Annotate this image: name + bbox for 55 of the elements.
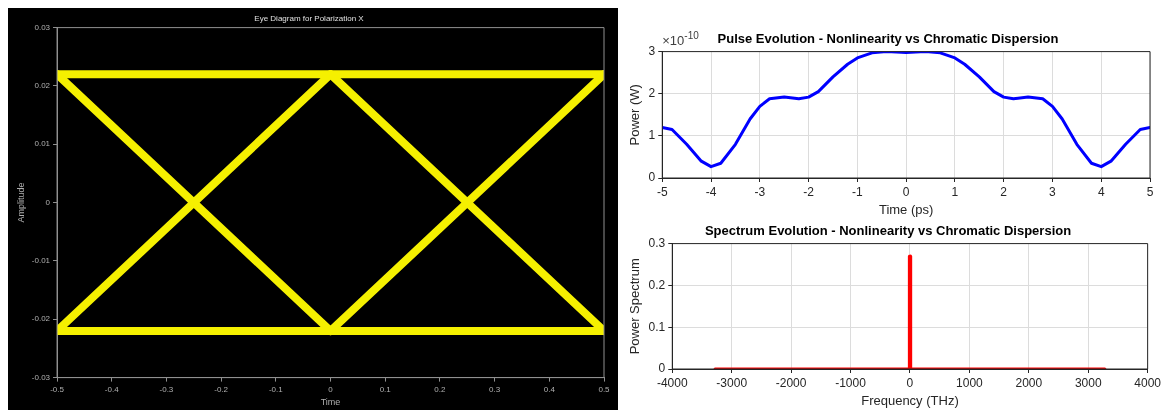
y-tick-label: 0.03: [34, 22, 51, 32]
y-tick-label: 3: [648, 43, 656, 58]
x-tick-label: 2: [1000, 184, 1008, 199]
x-tick-label: -4000: [656, 375, 688, 390]
x-tick-label: -0.5: [50, 384, 65, 394]
x-tick-label: 0: [328, 384, 334, 394]
x-tick-label: 0: [902, 184, 910, 199]
x-tick-label: -0.4: [104, 384, 120, 394]
chart-title: Pulse Evolution - Nonlinearity vs Chromatic Dispersion: [717, 31, 1059, 47]
x-tick-label: 5: [1146, 184, 1154, 199]
x-tick-label: 0.3: [489, 384, 501, 394]
y-tick-label: -0.03: [31, 372, 51, 382]
x-axis-title: Frequency (THz): [861, 392, 959, 408]
x-tick-label: -1000: [835, 375, 867, 390]
y-tick-label: 1: [648, 128, 656, 143]
x-tick-label: 4000: [1134, 375, 1162, 390]
x-tick-label: -1: [852, 184, 864, 199]
y-tick-label: 0.1: [648, 319, 666, 334]
y-axis-title: Amplitude: [15, 182, 26, 223]
x-tick-label: 3: [1049, 184, 1057, 199]
y-axis-title: Power Spectrum: [627, 258, 643, 355]
x-tick-label: 4: [1097, 184, 1105, 199]
x-tick-label: 0: [906, 375, 914, 390]
y-tick-label: 0.02: [34, 81, 51, 91]
y-tick-label: 0.01: [34, 139, 51, 149]
x-tick-label: 2000: [1015, 375, 1043, 390]
y-tick-label: 0: [658, 361, 666, 376]
x-tick-label: -0.3: [159, 384, 174, 394]
y-axis-title: Power (W): [627, 84, 643, 146]
x-tick-label: 0.4: [543, 384, 556, 394]
y-tick-label: 0: [648, 170, 656, 185]
x-tick-label: 1000: [956, 375, 984, 390]
x-tick-label: -3000: [716, 375, 748, 390]
chart-title: Eye Diagram for Polarization X: [254, 14, 365, 23]
x-axis-title: Time (ps): [878, 201, 934, 217]
x-tick-label: -0.2: [214, 384, 229, 394]
y-tick-label: 0.3: [648, 235, 666, 250]
x-tick-label: 3000: [1074, 375, 1102, 390]
y-tick-label: 0.2: [648, 277, 666, 292]
x-tick-label: -0.1: [268, 384, 284, 394]
x-tick-label: 0.1: [379, 384, 392, 394]
x-tick-label: 0.2: [434, 384, 447, 394]
x-tick-label: -2000: [775, 375, 807, 390]
chart-title: Spectrum Evolution - Nonlinearity vs Chromatic Dispersion: [704, 223, 1072, 239]
y-tick-label: -0.01: [31, 256, 51, 266]
y-tick-label: -0.02: [31, 314, 51, 324]
x-tick-label: 1: [951, 184, 959, 199]
x-tick-label: -5: [656, 184, 668, 199]
x-tick-label: -4: [705, 184, 717, 199]
x-tick-label: -2: [803, 184, 815, 199]
x-tick-label: -3: [754, 184, 766, 199]
y-tick-label: 0: [45, 197, 51, 207]
x-tick-label: 0.5: [598, 384, 611, 394]
y-tick-label: 2: [648, 86, 656, 101]
x-axis-title: Time: [320, 397, 341, 408]
